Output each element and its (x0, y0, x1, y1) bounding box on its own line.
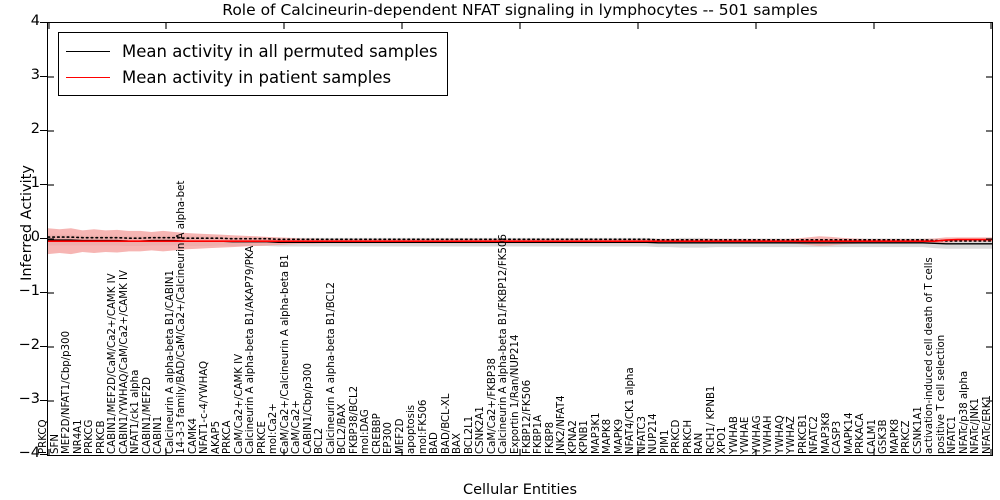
legend-label-permuted: Mean activity in all permuted samples (122, 41, 438, 61)
legend-item-patient: Mean activity in patient samples (66, 64, 438, 90)
legend-swatch-patient (66, 76, 110, 78)
permuted-mean-dotted-line (48, 236, 992, 242)
plot-svg (48, 23, 992, 455)
y-tick-label: −1 (18, 283, 40, 299)
y-tick-mark (40, 76, 47, 77)
y-tick-label: −4 (18, 445, 40, 461)
y-tick-mark (40, 454, 47, 455)
y-tick-mark (40, 184, 47, 185)
axis-inner-ticks (48, 23, 992, 455)
y-tick-mark (40, 238, 47, 239)
y-tick-mark (40, 22, 47, 23)
y-tick-mark (40, 292, 47, 293)
y-tick-mark (40, 130, 47, 131)
legend-label-patient: Mean activity in patient samples (122, 67, 392, 87)
patient-mean-line (48, 238, 992, 242)
y-tick-label: 4 (30, 13, 40, 29)
y-tick-label: 1 (30, 175, 40, 191)
y-tick-label: 3 (30, 67, 40, 83)
x-axis-label: Cellular Entities (462, 482, 578, 498)
y-tick-mark (40, 400, 47, 401)
y-tick-label: 0 (30, 229, 40, 245)
page-title: Role of Calcineurin-dependent NFAT signa… (222, 1, 818, 19)
legend-item-permuted: Mean activity in all permuted samples (66, 38, 438, 64)
legend: Mean activity in all permuted samples Me… (58, 32, 448, 96)
legend-swatch-permuted (66, 50, 110, 52)
y-tick-label: −2 (18, 337, 40, 353)
y-tick-label: −3 (18, 391, 40, 407)
y-tick-mark (40, 346, 47, 347)
y-tick-label: 2 (30, 121, 40, 137)
